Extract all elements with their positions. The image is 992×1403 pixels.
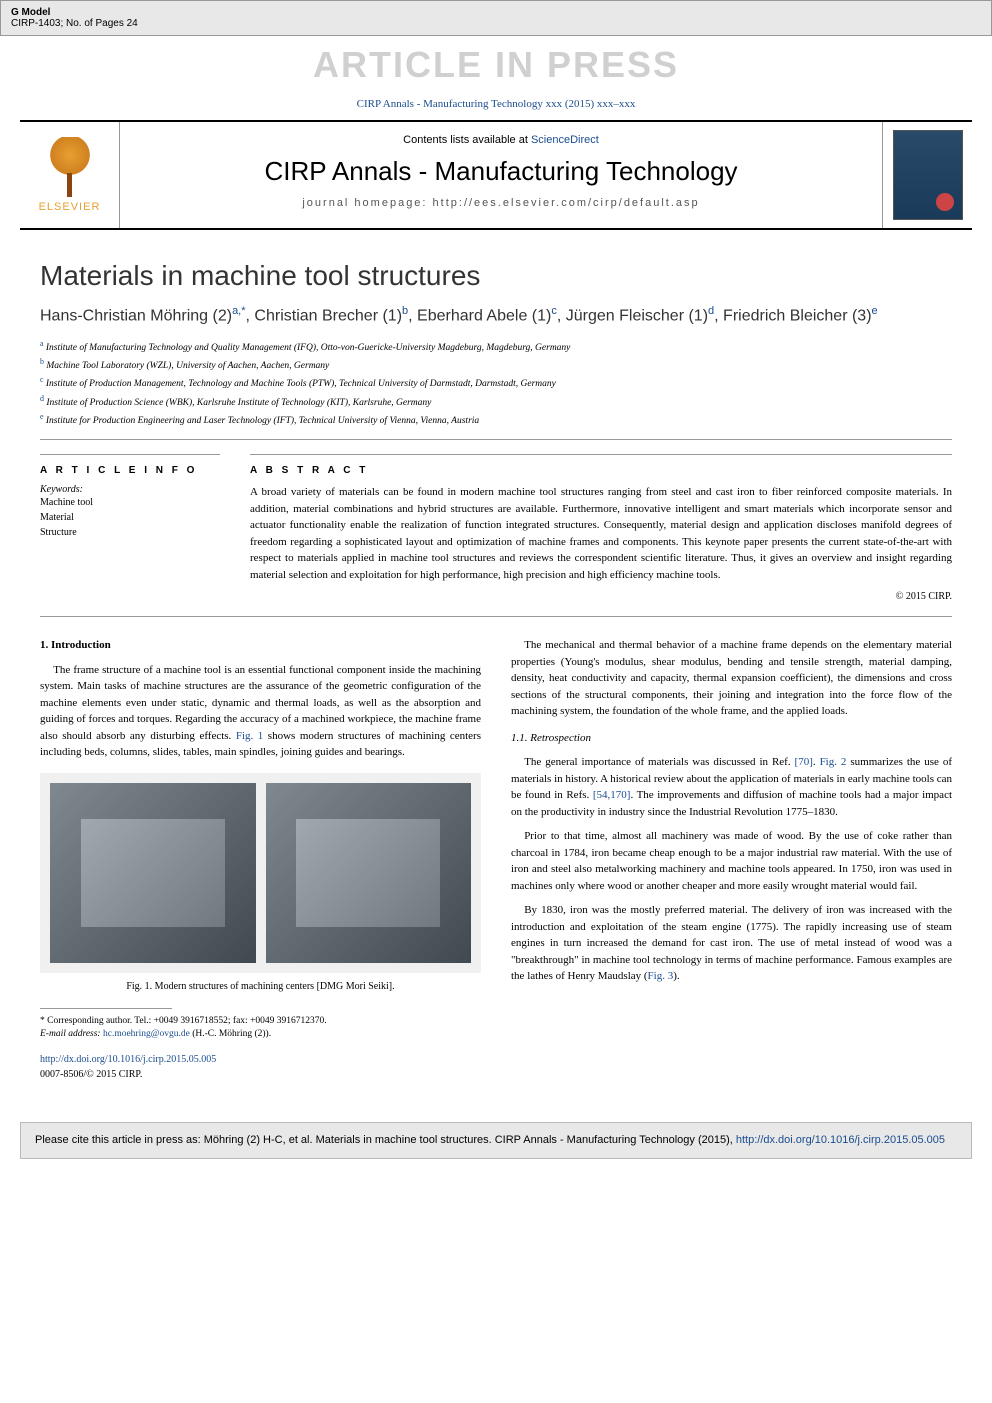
- email-line: E-mail address: hc.moehring@ovgu.de (H.-…: [40, 1028, 481, 1041]
- affiliations: a Institute of Manufacturing Technology …: [40, 338, 952, 441]
- fig2-ref[interactable]: Fig. 2: [820, 756, 847, 768]
- figure-1: Fig. 1. Modern structures of machining c…: [40, 773, 481, 994]
- journal-name: CIRP Annals - Manufacturing Technology: [132, 156, 870, 187]
- abstract-col: A B S T R A C T A broad variety of mater…: [250, 454, 952, 602]
- contents-prefix: Contents lists available at: [403, 134, 531, 146]
- machine-image-left: [50, 783, 256, 963]
- keyword-item: Machine tool: [40, 495, 220, 510]
- cite-footer: Please cite this article in press as: Mö…: [20, 1122, 972, 1159]
- authors-line: Hans-Christian Möhring (2)a,*, Christian…: [40, 304, 952, 328]
- sec11-para-3: By 1830, iron was the mostly preferred m…: [511, 902, 952, 985]
- fig1-ref[interactable]: Fig. 1: [236, 730, 263, 742]
- article-in-press-banner: ARTICLE IN PRESS: [0, 36, 992, 94]
- col2-para-1: The mechanical and thermal behavior of a…: [511, 637, 952, 720]
- email-link[interactable]: hc.moehring@ovgu.de: [103, 1029, 190, 1039]
- machine-image-right: [266, 783, 472, 963]
- journal-center: Contents lists available at ScienceDirec…: [120, 122, 882, 228]
- keywords-list: Machine toolMaterialStructure: [40, 495, 220, 540]
- article-main: Materials in machine tool structures Han…: [0, 230, 992, 1102]
- corresponding-author-footnote: * Corresponding author. Tel.: +0049 3916…: [40, 1015, 481, 1042]
- journal-cover-thumbnail: [882, 122, 972, 228]
- corresponding-line: * Corresponding author. Tel.: +0049 3916…: [40, 1015, 481, 1028]
- affiliation-line: a Institute of Manufacturing Technology …: [40, 338, 952, 356]
- journal-header: ELSEVIER Contents lists available at Sci…: [20, 120, 972, 230]
- affiliation-line: d Institute of Production Science (WBK),…: [40, 393, 952, 411]
- elsevier-tree-icon: [45, 137, 95, 197]
- section-1-heading: 1. Introduction: [40, 637, 481, 654]
- model-info-bar: G Model CIRP-1403; No. of Pages 24: [0, 0, 992, 36]
- model-label: G Model: [11, 7, 981, 18]
- keywords-label: Keywords:: [40, 484, 220, 495]
- doi-block: http://dx.doi.org/10.1016/j.cirp.2015.05…: [40, 1052, 481, 1082]
- body-columns: 1. Introduction The frame structure of a…: [40, 637, 952, 1081]
- article-info-heading: A R T I C L E I N F O: [40, 454, 220, 476]
- keyword-item: Structure: [40, 525, 220, 540]
- sec11-para-2: Prior to that time, almost all machinery…: [511, 828, 952, 894]
- press-text: ARTICLE IN PRESS: [313, 44, 679, 85]
- publisher-name: ELSEVIER: [39, 201, 101, 213]
- cite-text: Please cite this article in press as: Mö…: [35, 1134, 736, 1146]
- fig3-ref[interactable]: Fig. 3: [648, 970, 674, 982]
- keyword-item: Material: [40, 510, 220, 525]
- sciencedirect-link[interactable]: ScienceDirect: [531, 134, 599, 146]
- doi-link[interactable]: http://dx.doi.org/10.1016/j.cirp.2015.05…: [40, 1054, 216, 1065]
- figure-1-image: [40, 773, 481, 973]
- citation-line: CIRP Annals - Manufacturing Technology x…: [0, 94, 992, 120]
- ref-54-170-link[interactable]: [54,170]: [593, 789, 631, 801]
- section-1-1-heading: 1.1. Retrospection: [511, 730, 952, 747]
- affiliation-line: b Machine Tool Laboratory (WZL), Univers…: [40, 356, 952, 374]
- copyright-line: © 2015 CIRP.: [250, 591, 952, 602]
- article-title: Materials in machine tool structures: [40, 260, 952, 292]
- issn-line: 0007-8506/© 2015 CIRP.: [40, 1067, 481, 1082]
- publisher-logo: ELSEVIER: [20, 122, 120, 228]
- footnote-separator: [40, 1008, 172, 1009]
- journal-homepage: journal homepage: http://ees.elsevier.co…: [132, 197, 870, 209]
- body-col-right: The mechanical and thermal behavior of a…: [511, 637, 952, 1081]
- affiliation-line: c Institute of Production Management, Te…: [40, 374, 952, 392]
- sec11-para-1: The general importance of materials was …: [511, 754, 952, 820]
- model-id: CIRP-1403; No. of Pages 24: [11, 18, 981, 29]
- cite-doi-link[interactable]: http://dx.doi.org/10.1016/j.cirp.2015.05…: [736, 1134, 945, 1146]
- article-info-col: A R T I C L E I N F O Keywords: Machine …: [40, 454, 220, 602]
- contents-line: Contents lists available at ScienceDirec…: [132, 134, 870, 146]
- info-abstract-row: A R T I C L E I N F O Keywords: Machine …: [40, 454, 952, 617]
- abstract-text: A broad variety of materials can be foun…: [250, 484, 952, 583]
- body-col-left: 1. Introduction The frame structure of a…: [40, 637, 481, 1081]
- figure-1-caption: Fig. 1. Modern structures of machining c…: [40, 979, 481, 994]
- affiliation-line: e Institute for Production Engineering a…: [40, 411, 952, 429]
- ref-70-link[interactable]: [70]: [795, 756, 813, 768]
- section-1-para-1: The frame structure of a machine tool is…: [40, 662, 481, 761]
- cover-image: [893, 130, 963, 220]
- abstract-heading: A B S T R A C T: [250, 454, 952, 476]
